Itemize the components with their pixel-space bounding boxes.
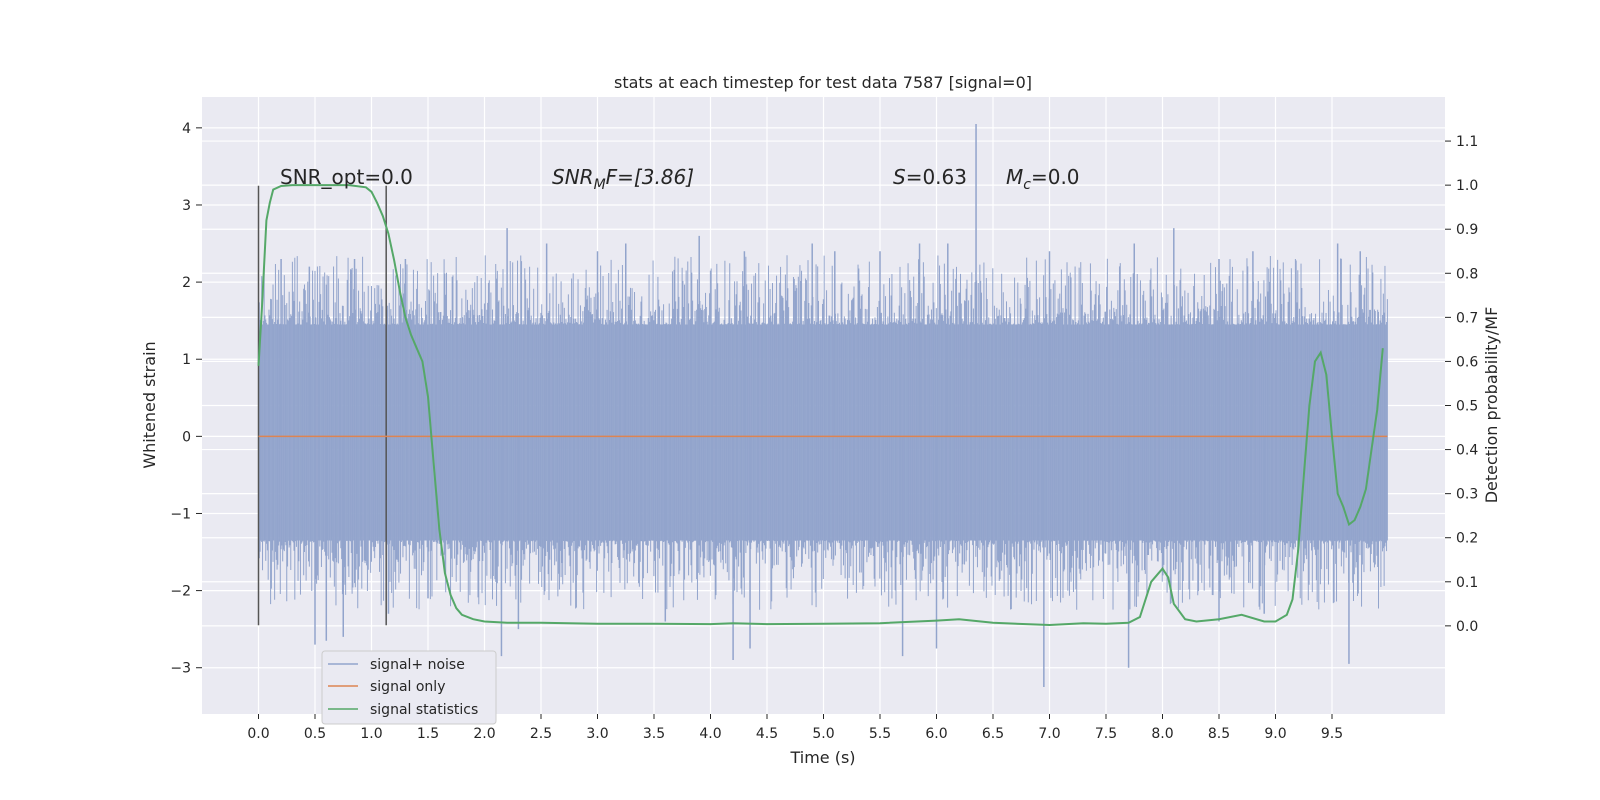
legend-label-signal-statistics: signal statistics [370,702,478,718]
x-axis-label: Time (s) [789,748,855,767]
y-tick-label: 0 [182,429,191,445]
x-tick-label: 0.5 [304,726,326,742]
x-tick-label: 9.0 [1264,726,1286,742]
y-axis-right-ticks: 0.0 0.1 0.2 0.3 0.4 0.5 0.6 0.7 0.8 0.9 1.0 1.1 [1445,134,1478,635]
x-tick-label: 5.0 [812,726,834,742]
legend-box [321,650,497,725]
x-tick-label: 7.0 [1038,726,1060,742]
y-right-tick-label: 0.8 [1456,266,1478,282]
annotation-mc: Mc=0.0 [1006,165,1080,193]
y-tick-label: 4 [182,121,191,137]
y-tick-label: 2 [182,275,191,291]
y-tick-label: −2 [170,584,191,600]
x-tick-label: 1.0 [360,726,382,742]
y-tick-label: 3 [182,198,191,214]
x-tick-label: 4.0 [699,726,721,742]
x-tick-label: 9.5 [1321,726,1343,742]
x-tick-label: 5.5 [869,726,891,742]
legend-label-signal-noise: signal+ noise [370,657,465,673]
mc-symbol: M [1006,165,1023,189]
legend: signal+ noise signal only signal statist… [321,650,497,725]
x-tick-label: 0.0 [247,726,269,742]
y-right-tick-label: 1.1 [1456,134,1478,150]
x-tick-label: 2.5 [530,726,552,742]
annotation-snr-mf: SNRMF=[3.86] [552,165,694,193]
x-tick-label: 8.0 [1151,726,1173,742]
y-right-tick-label: 0.5 [1456,399,1478,415]
y-tick-label: 1 [182,352,191,368]
vertical-markers [257,185,387,626]
legend-label-signal-only: signal only [370,679,445,695]
y-axis-ticks: −3 −2 −1 0 1 2 3 4 [170,121,202,677]
s-value: =0.63 [906,165,967,189]
x-tick-label: 3.5 [643,726,665,742]
y-axis-right-label: Detection probability/MF [1482,307,1501,504]
y-tick-label: −1 [170,506,191,522]
signal-statistics-series [257,184,1384,627]
y-right-tick-label: 0.4 [1456,443,1478,459]
y-right-tick-label: 0.2 [1456,531,1478,547]
x-tick-label: 6.0 [925,726,947,742]
mc-subscript: c [1023,177,1031,193]
x-tick-label: 4.5 [756,726,778,742]
y-right-tick-label: 0.9 [1456,222,1478,238]
y-right-tick-label: 0.0 [1456,619,1478,635]
snr-mf-value: F=[3.86] [606,165,694,189]
snr-mf-subscript: M [594,177,606,193]
y-right-tick-label: 1.0 [1456,178,1478,194]
x-tick-label: 3.0 [586,726,608,742]
y-axis-label: Whitened strain [140,341,159,468]
y-right-tick-label: 0.6 [1456,354,1478,370]
signal-statistics-line [257,184,1384,627]
x-axis-ticks: 0.0 0.5 1.0 1.5 2.0 2.5 3.0 3.5 4.0 4.5 5.0 5.5 6.0 6… [247,714,1343,742]
mc-value: =0.0 [1031,165,1080,189]
y-right-tick-label: 0.1 [1456,575,1478,591]
chart-title: stats at each timestep for test data 758… [614,73,1032,92]
y-right-tick-label: 0.3 [1456,487,1478,503]
x-tick-label: 2.0 [473,726,495,742]
y-right-tick-label: 0.7 [1456,310,1478,326]
x-tick-label: 1.5 [417,726,439,742]
snr-mf-symbol: SNR [552,165,594,189]
x-tick-label: 6.5 [982,726,1004,742]
s-symbol: S [893,165,906,189]
signal-noise-series [258,123,1388,688]
annotation-snr-opt: SNR_opt=0.0 [280,165,413,189]
annotation-s: S=0.63 [893,165,967,189]
y-tick-label: −3 [170,661,191,677]
x-tick-label: 7.5 [1095,726,1117,742]
x-tick-label: 8.5 [1208,726,1230,742]
